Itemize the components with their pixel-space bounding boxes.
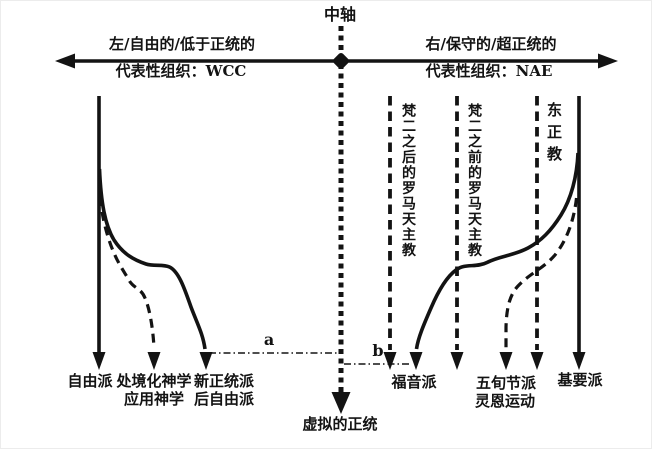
central-axis-down-arrowhead-icon [331,392,351,414]
evangelical-arrowhead-icon [409,352,423,370]
central-axis-label: 中轴 [323,5,357,24]
fundamentalist-label: 基要派 [557,371,603,389]
pentecostal-arrowhead-icon [499,352,513,370]
applied-theology-label: 应用神学 [123,390,185,408]
marker-a-label: a [263,330,275,349]
neo-orthodox-label: 新正统派 [193,372,255,390]
evangelical-label: 福音派 [391,373,437,391]
neo-orthodox-arrowhead-icon [199,352,213,370]
left-arrowhead-icon [55,53,75,69]
contextual-theology-label: 处境化神学 [116,372,192,390]
eastern-orthodox-arrowhead-icon [530,352,544,370]
right-direction-label: 右/保守的/超正统的 [425,35,557,53]
axis-intersection-node [333,53,349,69]
charismatic-label: 灵恩运动 [474,392,536,410]
contextual-theology-dashed-curve [98,196,156,349]
eastern-orthodox-label: 东正教 [545,102,563,168]
liberal-arrowhead-icon [92,352,106,370]
evangelical-curve [414,152,580,350]
pre-vatican2-label: 梵二之前的罗马天主教 [466,103,482,258]
right-arrowhead-icon [598,53,618,69]
liberal-label: 自由派 [67,372,113,390]
fundamentalist-arrowhead-icon [572,352,586,370]
pentecostal-dashed-curve [504,197,579,348]
pentecostal-label: 五旬节派 [475,374,537,392]
post-liberal-label: 后自由派 [193,390,255,408]
post-vatican2-label: 梵二之后的罗马天主教 [400,103,416,258]
left-direction-label: 左/自由的/低于正统的 [109,35,255,53]
pre-vatican2-arrowhead-icon [450,352,464,370]
marker-b-label: b [372,341,384,360]
right-org-label: 代表性组织：NAE [425,62,553,80]
post-vatican2-arrowhead-icon [383,352,397,370]
left-org-label: 代表性组织：WCC [115,62,247,80]
virtual-orthodoxy-label: 虚拟的正统 [302,415,378,433]
neo-orthodox-curve [97,168,207,350]
contextual-theology-arrowhead-icon [147,352,161,370]
